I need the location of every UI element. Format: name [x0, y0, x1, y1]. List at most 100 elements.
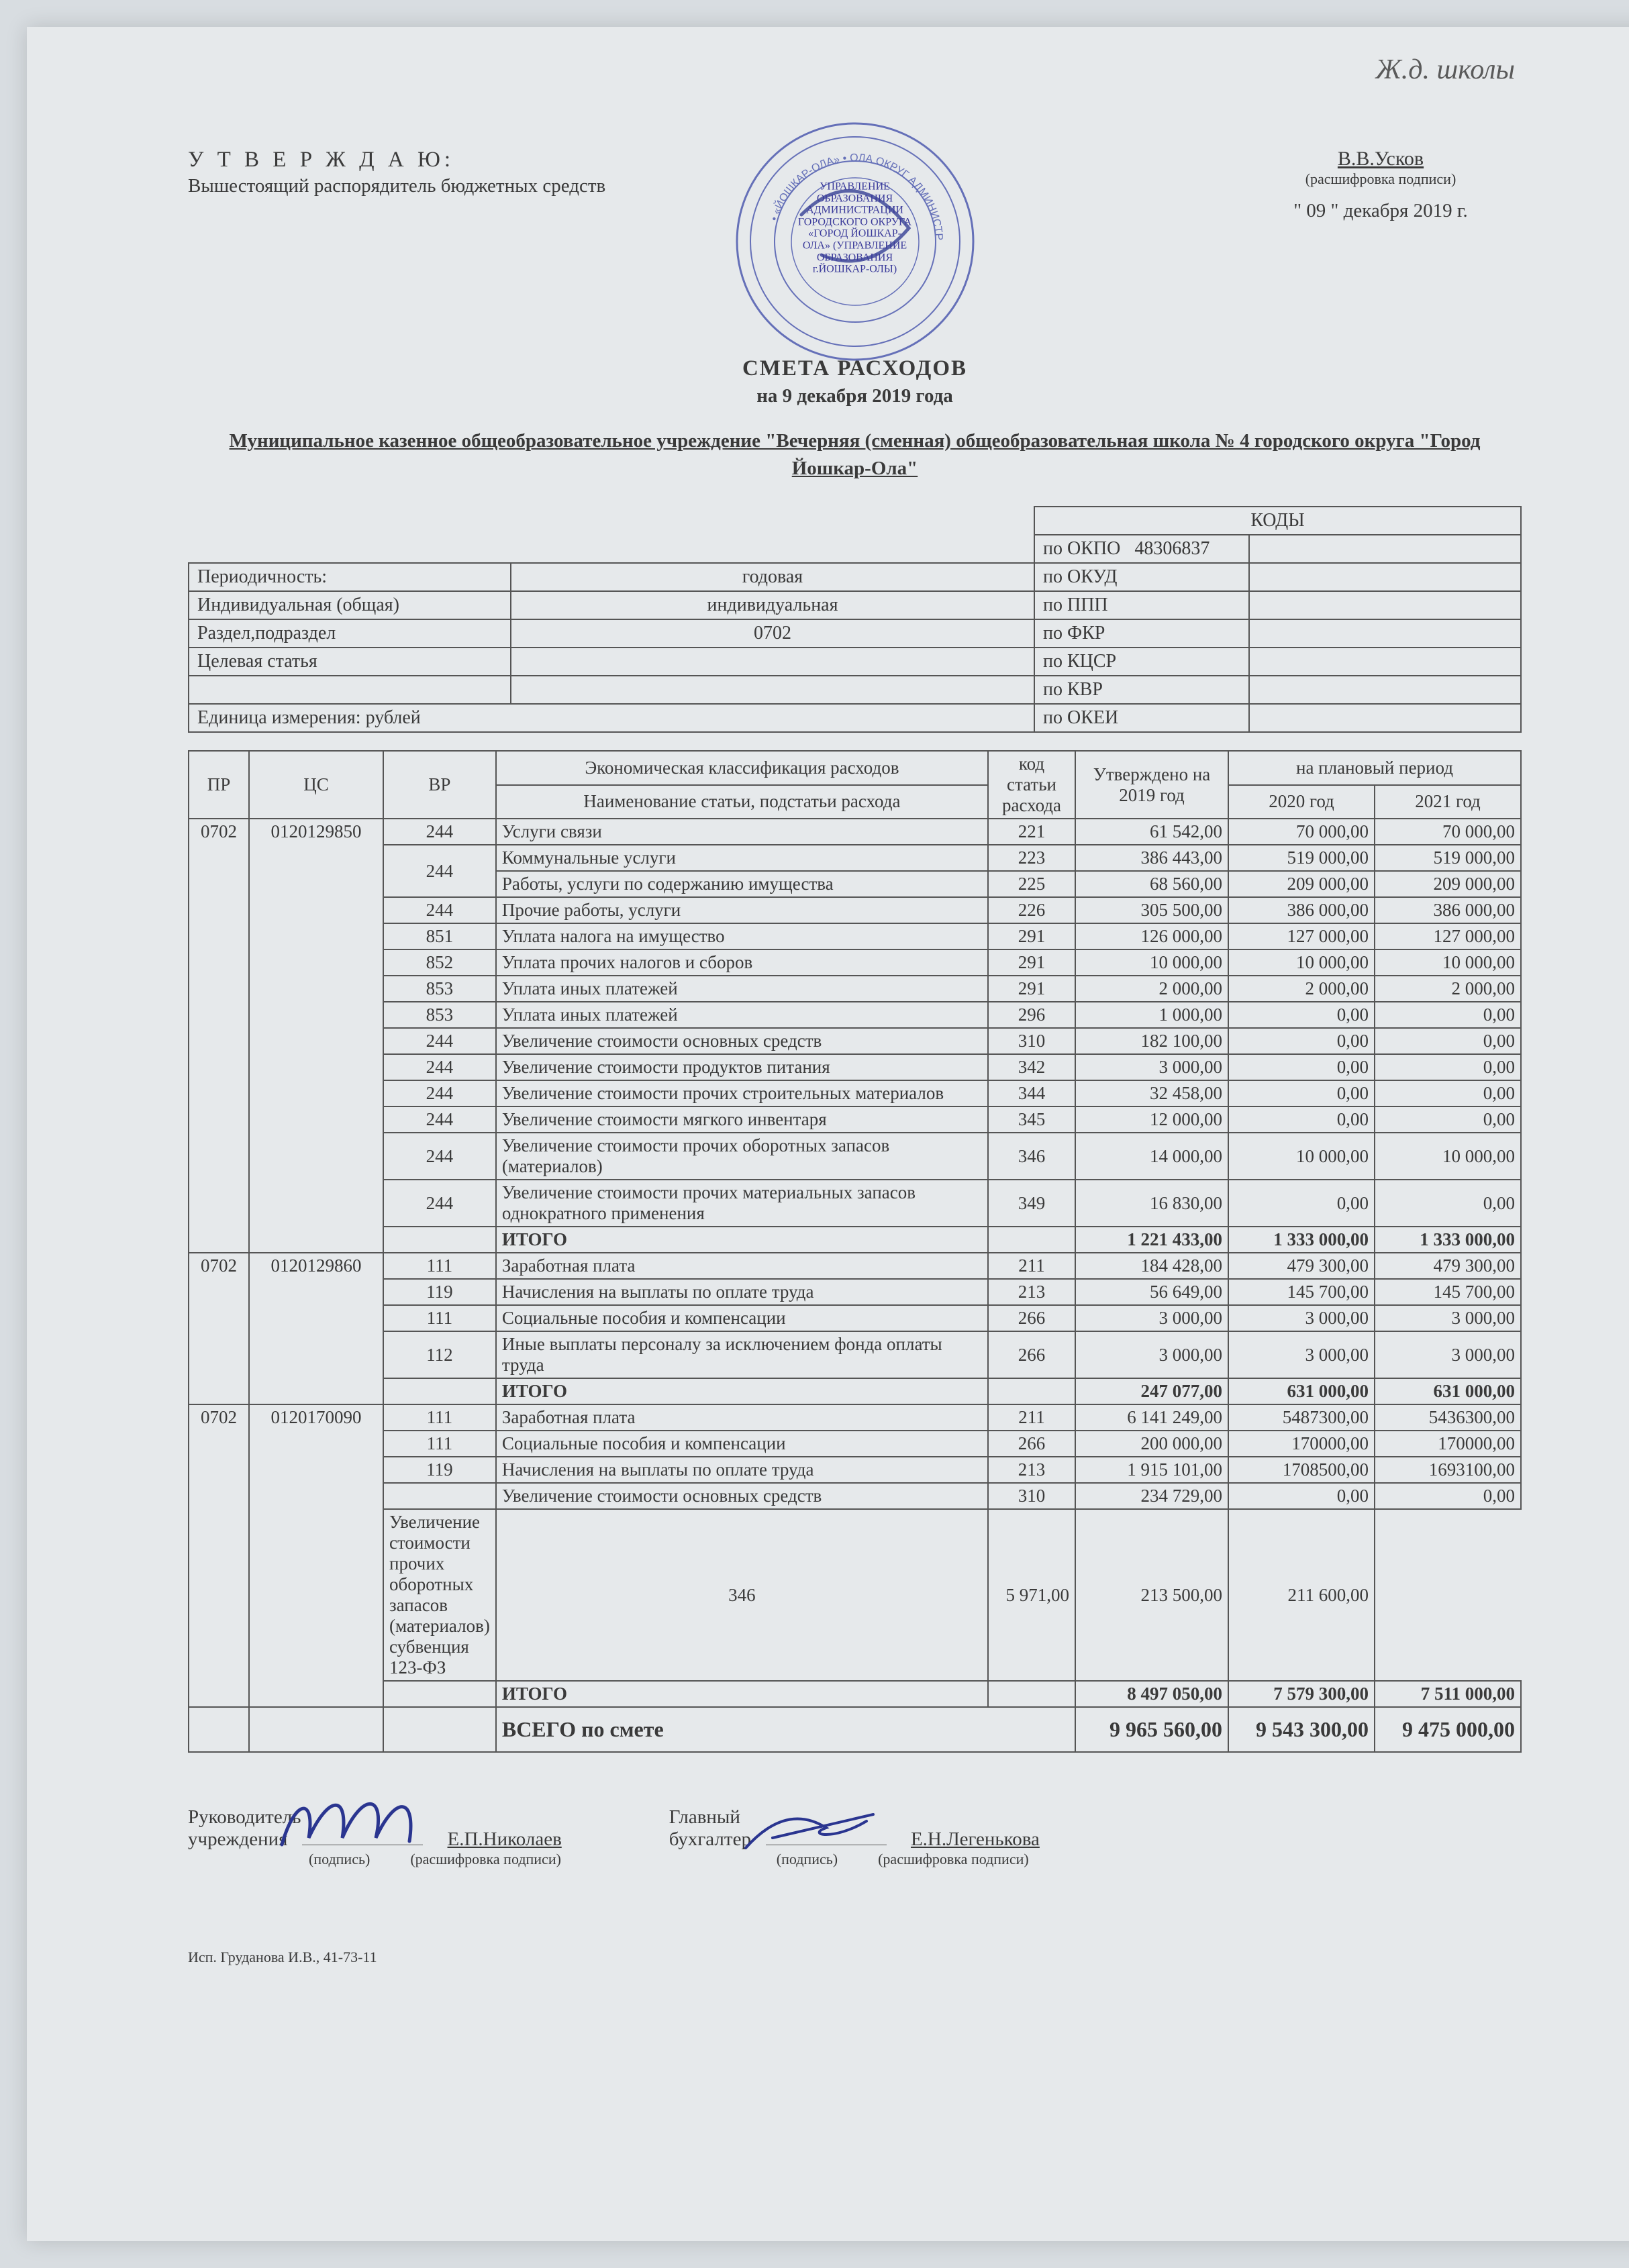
cell-value: 479 300,00 — [1375, 1253, 1521, 1279]
subtotal-row: ИТОГО8 497 050,007 579 300,007 511 000,0… — [189, 1681, 1521, 1707]
table-row: Увеличение стоимости основных средств310… — [189, 1483, 1521, 1509]
cell-vr: 244 — [383, 1028, 496, 1054]
cell-name: Уплата иных платежей — [496, 976, 988, 1002]
cell-name: Социальные пособия и компенсации — [496, 1305, 988, 1331]
section-value: 0702 — [511, 619, 1034, 648]
cell-pr: 0702 — [189, 1253, 249, 1404]
cell-name: Уплата налога на имущество — [496, 923, 988, 949]
cell-name: Увеличение стоимости основных средств — [496, 1483, 988, 1509]
cell-value: 10 000,00 — [1228, 949, 1375, 976]
cell-vr: 853 — [383, 976, 496, 1002]
cell-vr: 244 — [383, 1106, 496, 1133]
table-row: 07020120170090111Заработная плата2116 14… — [189, 1404, 1521, 1431]
table-row: 244Увеличение стоимости прочих строитель… — [189, 1080, 1521, 1106]
cell-value: 0,00 — [1375, 1483, 1521, 1509]
cell-name: Работы, услуги по содержанию имущества — [496, 871, 988, 897]
table-row: 852Уплата прочих налогов и сборов29110 0… — [189, 949, 1521, 976]
cell-value: 10 000,00 — [1228, 1133, 1375, 1180]
cell-code: 291 — [988, 976, 1075, 1002]
cell-value: 70 000,00 — [1228, 819, 1375, 845]
cell-value: 3 000,00 — [1228, 1331, 1375, 1378]
cell-code: 310 — [988, 1483, 1075, 1509]
individual-value: индивидуальная — [511, 591, 1034, 619]
cell-code: 346 — [496, 1509, 988, 1681]
cell-value: 0,00 — [1375, 1080, 1521, 1106]
approve-block: У Т В Е Р Ж Д А Ю: Вышестоящий распоряди… — [188, 148, 658, 197]
cell-value: 7 579 300,00 — [1228, 1681, 1375, 1707]
document-subtitle: на 9 декабря 2019 года — [188, 385, 1522, 407]
cell-code: 225 — [988, 871, 1075, 897]
col-plan: на плановый период — [1228, 751, 1521, 785]
kvr-label: по КВР — [1034, 676, 1249, 704]
cell-name: Заработная плата — [496, 1404, 988, 1431]
cell-value: 0,00 — [1228, 1483, 1375, 1509]
table-row: 244Увеличение стоимости основных средств… — [189, 1028, 1521, 1054]
cell-value: 170000,00 — [1375, 1431, 1521, 1457]
cell-value: 386 443,00 — [1075, 845, 1228, 871]
codes-header: КОДЫ — [1034, 507, 1521, 535]
approve-subtitle: Вышестоящий распорядитель бюджетных сред… — [188, 175, 658, 197]
cell-vr: 244 — [383, 1133, 496, 1180]
table-row: 853Уплата иных платежей2912 000,002 000,… — [189, 976, 1521, 1002]
table-row: 853Уплата иных платежей2961 000,000,000,… — [189, 1002, 1521, 1028]
cell-name: Увеличение стоимости прочих оборотных за… — [496, 1133, 988, 1180]
expense-table: ПР ЦС ВР Экономическая классификация рас… — [188, 750, 1522, 1753]
cell-vr: 244 — [383, 1080, 496, 1106]
cell-value: 1 333 000,00 — [1228, 1227, 1375, 1253]
cell-value: 386 000,00 — [1375, 897, 1521, 923]
cell-value: 8 497 050,00 — [1075, 1681, 1228, 1707]
cell-code: 213 — [988, 1457, 1075, 1483]
cell-value: 2 000,00 — [1375, 976, 1521, 1002]
okei-label: по ОКЕИ — [1034, 704, 1249, 732]
cell-value: 127 000,00 — [1228, 923, 1375, 949]
cell-value: 12 000,00 — [1075, 1106, 1228, 1133]
name-caption: (расшифровка подписи) — [878, 1851, 1029, 1868]
cell-value: 1693100,00 — [1375, 1457, 1521, 1483]
cell-vr: 111 — [383, 1431, 496, 1457]
cell-vr: 119 — [383, 1279, 496, 1305]
cell-code: 349 — [988, 1180, 1075, 1227]
table-row: 111Социальные пособия и компенсации26620… — [189, 1431, 1521, 1457]
table-row: 244Увеличение стоимости прочих материаль… — [189, 1180, 1521, 1227]
cell-vr: 851 — [383, 923, 496, 949]
cell-name: Начисления на выплаты по оплате труда — [496, 1279, 988, 1305]
cell-vr: 244 — [383, 1180, 496, 1227]
cell-code: 213 — [988, 1279, 1075, 1305]
cell-value: 10 000,00 — [1375, 1133, 1521, 1180]
cell-value: 9 475 000,00 — [1375, 1707, 1521, 1752]
cell-value: 3 000,00 — [1375, 1331, 1521, 1378]
cell-value: 200 000,00 — [1075, 1431, 1228, 1457]
cell-cs — [249, 1707, 383, 1752]
cell-vr — [383, 1227, 496, 1253]
cell-name: Иные выплаты персоналу за исключением фо… — [496, 1331, 988, 1378]
cell-vr: 111 — [383, 1305, 496, 1331]
cell-vr: 244 — [383, 897, 496, 923]
cell-value: 16 830,00 — [1075, 1180, 1228, 1227]
cell-code: 266 — [988, 1305, 1075, 1331]
cell-vr — [383, 1707, 496, 1752]
target-label: Целевая статья — [189, 648, 511, 676]
cell-value: 68 560,00 — [1075, 871, 1228, 897]
cell-value: 1 333 000,00 — [1375, 1227, 1521, 1253]
cell-name: ИТОГО — [496, 1378, 988, 1404]
cell-value: 1 000,00 — [1075, 1002, 1228, 1028]
cell-value: 0,00 — [1228, 1106, 1375, 1133]
cell-value: 631 000,00 — [1228, 1378, 1375, 1404]
cell-value: 519 000,00 — [1228, 845, 1375, 871]
cell-vr: 244 — [383, 819, 496, 845]
cell-value: 519 000,00 — [1375, 845, 1521, 871]
col-cs: ЦС — [249, 751, 383, 819]
table-row: 244Увеличение стоимости прочих оборотных… — [189, 1133, 1521, 1180]
okpo-label: по ОКПО 48306837 — [1034, 535, 1249, 563]
cell-value: 2 000,00 — [1075, 976, 1228, 1002]
signer-block: В.В.Усков (расшифровка подписи) " 09 " д… — [1240, 148, 1522, 222]
head-label-1: Руководитель — [188, 1806, 562, 1828]
cell-value: 1708500,00 — [1228, 1457, 1375, 1483]
cell-cs: 0120129850 — [249, 819, 383, 1253]
okud-label: по ОКУД — [1034, 563, 1249, 591]
cell-value: 5487300,00 — [1228, 1404, 1375, 1431]
cell-value: 5 971,00 — [988, 1509, 1075, 1681]
fkr-label: по ФКР — [1034, 619, 1249, 648]
head-label-2: учреждения — [188, 1828, 288, 1850]
table-row: 119Начисления на выплаты по оплате труда… — [189, 1457, 1521, 1483]
